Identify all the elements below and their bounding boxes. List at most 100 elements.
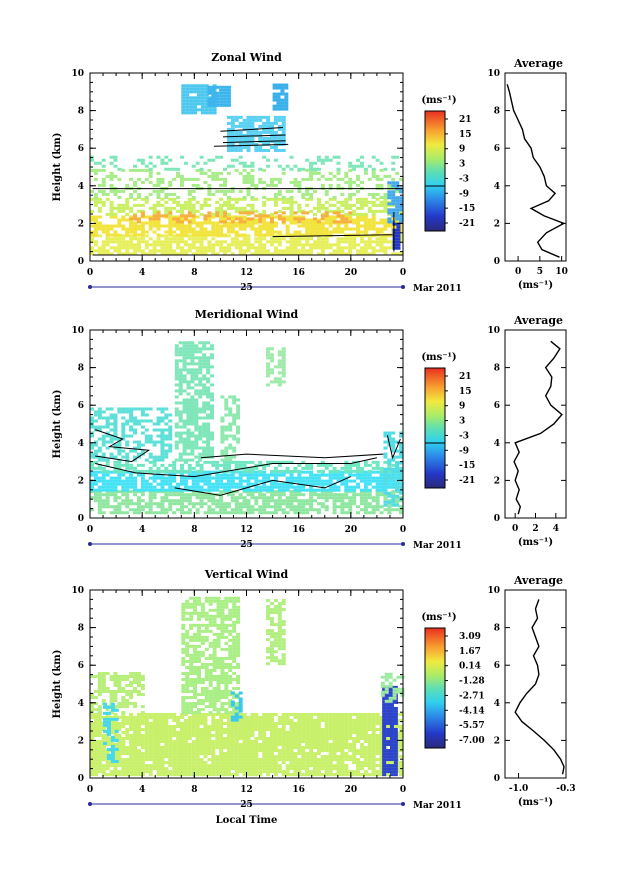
heatmap-cell [305,230,310,234]
heatmap-cell [90,712,94,716]
heatmap-cell [324,496,329,500]
heatmap-cell [182,398,187,402]
heatmap-cell [101,770,106,774]
contour-line [95,457,378,478]
heatmap-cell [277,737,282,741]
heatmap-cell [176,252,181,256]
heatmap-cell [223,463,228,467]
heatmap-cell [101,183,106,187]
heatmap-cell [125,252,130,256]
heatmap-cell [352,218,357,222]
heatmap-cell [156,224,161,228]
heatmap-cell [309,218,314,222]
heatmap-cell [97,770,102,774]
heatmap-cell [202,389,207,393]
heatmap-cell [179,499,184,503]
heatmap-cell [97,718,102,722]
heatmap-cell [383,218,388,222]
heatmap-cell [140,479,145,483]
heatmap-cell [250,133,255,137]
heatmap-cell [242,767,247,771]
heatmap-cell [133,728,138,731]
heatmap-cell [97,413,102,417]
heatmap-cell [352,180,357,184]
heatmap-cell [178,359,183,363]
heatmap-cell [363,493,368,497]
heatmap-cell [209,383,214,387]
heatmap-cell [212,93,217,97]
heatmap-cell [242,124,247,128]
heatmap-cell [160,440,165,444]
heatmap-cell [309,221,314,225]
heatmap-cell [387,500,392,504]
heatmap-cell [191,164,196,168]
heatmap-cell [269,230,274,234]
heatmap-cell [215,721,220,725]
heatmap-cell [340,505,345,509]
heatmap-cell [309,237,314,241]
heatmap-cell [215,209,220,213]
heatmap-cell [273,770,278,774]
heatmap-cell [189,105,194,109]
heatmap-cell [371,212,376,216]
heatmap-cell [211,243,216,247]
heatmap-cell [172,764,177,768]
heatmap-cell [387,220,392,224]
heatmap-cell [230,712,235,716]
heatmap-cell [226,206,231,210]
heatmap-cell [193,96,198,100]
heatmap-cell [219,473,224,477]
heatmap-cell [281,749,286,753]
heatmap-cell [219,731,224,735]
heatmap-cell [136,743,141,747]
heatmap-cell [226,227,231,231]
heatmap-cell [242,749,247,753]
heatmap-cell [387,467,392,471]
heatmap-cell [101,499,106,503]
heatmap-cell [266,460,271,464]
heatmap-cell [136,773,141,777]
heatmap-cell [379,183,384,187]
heatmap-cell [178,413,183,417]
heatmap-cell [395,479,400,483]
heatmap-cell [293,493,298,497]
heatmap-cell [226,479,231,483]
heatmap-cell [207,203,212,207]
heatmap-cell [97,246,102,250]
heatmap-cell [97,183,102,187]
heatmap-cell [194,413,199,417]
heatmap-cell [140,488,145,492]
heatmap-cell [219,218,224,222]
heatmap-cell [395,490,400,494]
heatmap-cell [246,764,251,768]
heatmap-cell [105,419,110,423]
heatmap-cell [113,425,118,429]
heatmap-cell [246,124,251,128]
heatmap-cell [246,502,251,506]
heatmap-cell [187,734,192,738]
heatmap-cell [363,227,368,231]
heatmap-cell [285,206,290,210]
heatmap-cell [391,155,396,159]
heatmap-cell [262,721,267,725]
heatmap-cell [348,227,353,231]
heatmap-cell [223,100,228,104]
heatmap-cell [172,755,177,759]
heatmap-cell [356,221,361,225]
heatmap-cell [168,237,173,241]
heatmap-cell [144,428,149,432]
heatmap-cell [223,752,228,756]
heatmap-cell [178,401,183,405]
heatmap-cell [324,230,329,234]
heatmap-cell [356,183,361,187]
heatmap-cell [297,511,302,515]
heatmap-cell [195,712,200,716]
heatmap-cell [359,203,364,207]
heatmap-cell [273,365,278,369]
heatmap-cell [215,221,220,225]
heatmap-cell [375,496,380,500]
heatmap-cell [246,728,251,731]
heatmap-cell [193,84,198,88]
heatmap-cell [183,496,188,500]
heatmap-cell [289,212,294,216]
